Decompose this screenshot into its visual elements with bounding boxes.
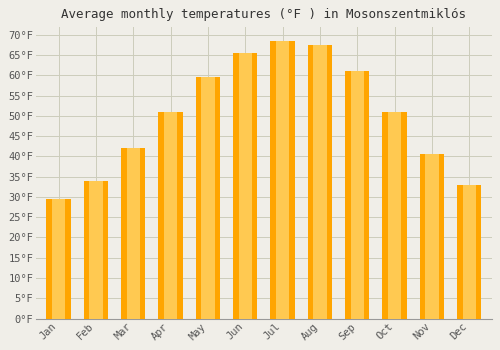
Title: Average monthly temperatures (°F ) in Mosonszentmiklós: Average monthly temperatures (°F ) in Mo… <box>62 8 466 21</box>
Bar <box>164 112 177 318</box>
Bar <box>126 148 140 318</box>
Bar <box>457 185 481 318</box>
Bar <box>84 181 108 318</box>
Bar <box>276 41 289 318</box>
Bar <box>89 181 102 318</box>
Bar <box>350 71 364 318</box>
Bar <box>233 53 258 318</box>
Bar <box>313 45 326 318</box>
Bar <box>121 148 146 318</box>
Bar <box>46 199 70 318</box>
Bar <box>270 41 294 318</box>
Bar <box>238 53 252 318</box>
Bar <box>196 77 220 318</box>
Bar <box>388 112 402 318</box>
Bar <box>420 154 444 318</box>
Bar <box>308 45 332 318</box>
Bar <box>201 77 214 318</box>
Bar <box>425 154 438 318</box>
Bar <box>462 185 476 318</box>
Bar <box>382 112 406 318</box>
Bar <box>158 112 182 318</box>
Bar <box>345 71 370 318</box>
Bar <box>52 199 65 318</box>
